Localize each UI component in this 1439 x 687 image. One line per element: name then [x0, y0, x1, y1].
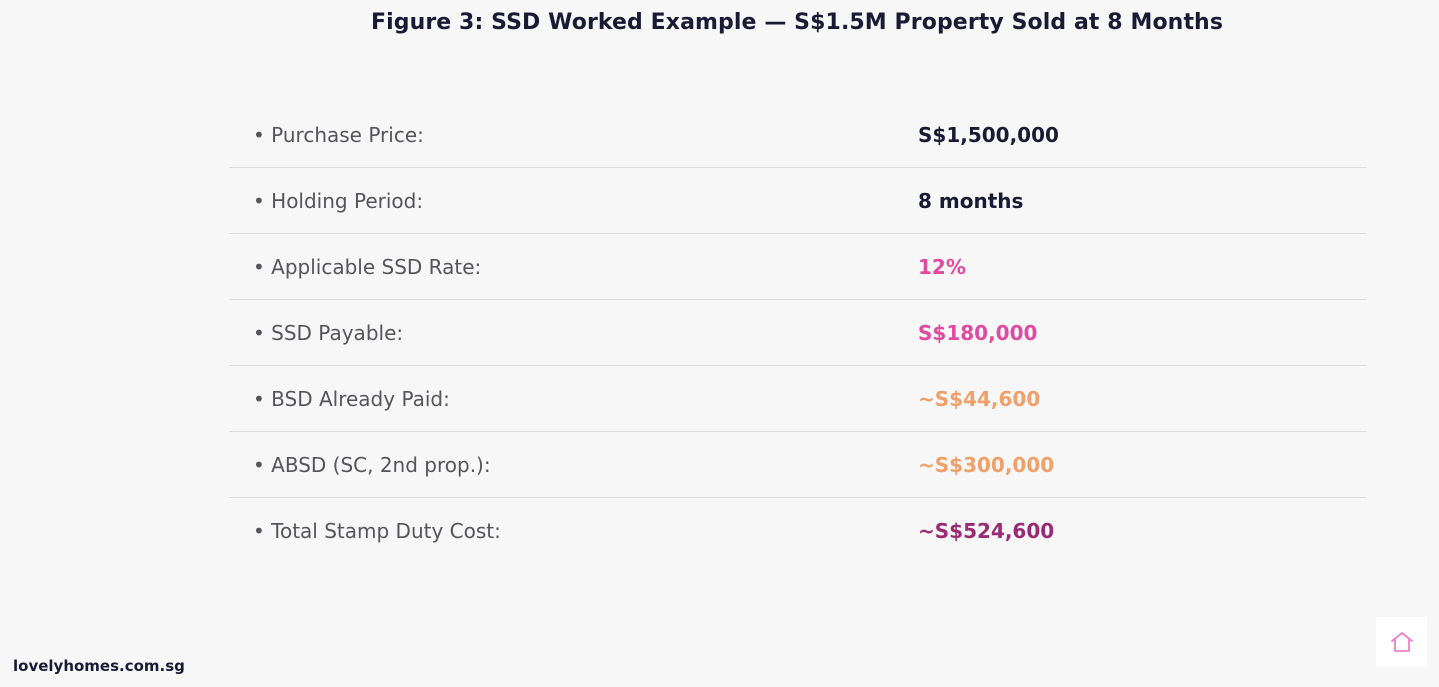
- row-label: • BSD Already Paid:: [253, 386, 450, 411]
- table-row-ssd-rate: • Applicable SSD Rate: 12%: [229, 234, 1366, 300]
- row-value: 8 months: [918, 188, 1024, 213]
- table-row-total-stamp-duty: • Total Stamp Duty Cost: ~S$524,600: [229, 498, 1366, 564]
- row-value: ~S$524,600: [918, 519, 1055, 543]
- row-label: • ABSD (SC, 2nd prop.):: [253, 452, 491, 477]
- row-label: • Purchase Price:: [253, 122, 424, 147]
- row-value: ~S$300,000: [918, 452, 1055, 477]
- home-button[interactable]: [1376, 617, 1427, 667]
- table-row-bsd-paid: • BSD Already Paid: ~S$44,600: [229, 366, 1366, 432]
- row-value: S$1,500,000: [918, 122, 1059, 147]
- table-row-absd: • ABSD (SC, 2nd prop.): ~S$300,000: [229, 432, 1366, 498]
- table-row-holding-period: • Holding Period: 8 months: [229, 168, 1366, 234]
- row-value: S$180,000: [918, 320, 1038, 345]
- home-icon: [1390, 632, 1413, 652]
- site-watermark: lovelyhomes.com.sg: [13, 657, 185, 675]
- row-value: ~S$44,600: [918, 386, 1041, 411]
- worked-example-table: • Purchase Price: S$1,500,000 • Holding …: [229, 102, 1366, 564]
- row-label: • Applicable SSD Rate:: [253, 254, 482, 279]
- row-value: 12%: [918, 254, 966, 279]
- row-label: • SSD Payable:: [253, 320, 404, 345]
- table-row-purchase-price: • Purchase Price: S$1,500,000: [229, 102, 1366, 168]
- row-label: • Total Stamp Duty Cost:: [253, 519, 501, 543]
- row-label: • Holding Period:: [253, 188, 424, 213]
- table-row-ssd-payable: • SSD Payable: S$180,000: [229, 300, 1366, 366]
- figure-title: Figure 3: SSD Worked Example — S$1.5M Pr…: [370, 10, 1224, 35]
